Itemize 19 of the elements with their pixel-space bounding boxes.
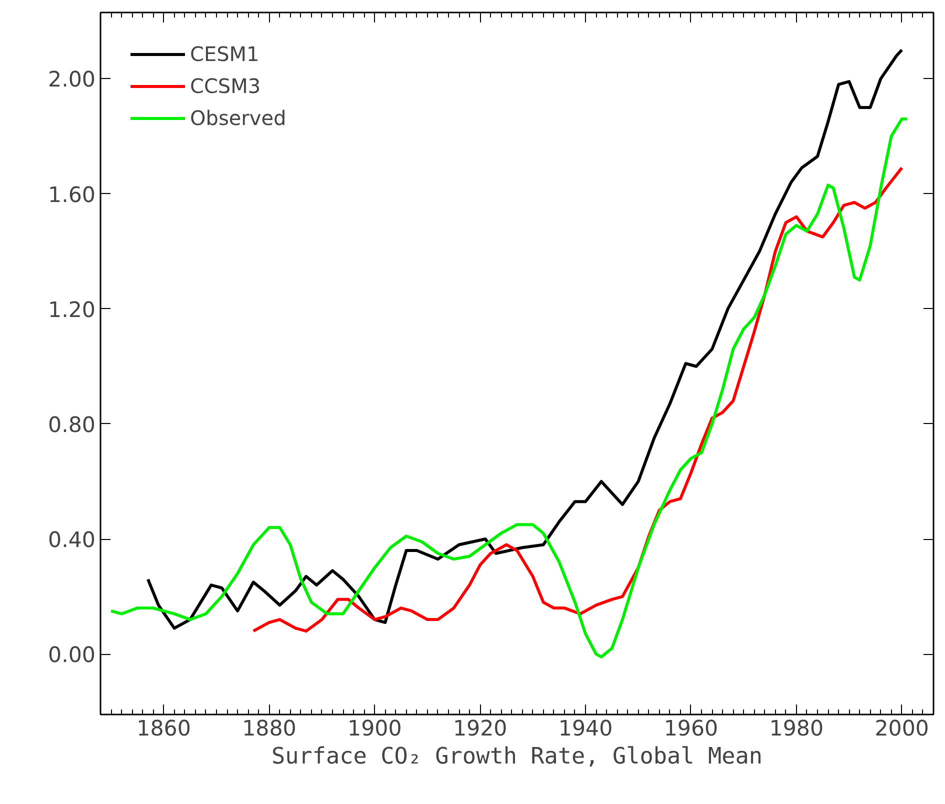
x-tick-label: 1960 [664, 716, 718, 742]
x-tick-label: 1860 [136, 716, 191, 742]
x-axis-title: Surface CO₂ Growth Rate, Global Mean [271, 744, 763, 770]
x-tick-label: 1980 [769, 716, 824, 742]
y-tick-label: 1.20 [48, 298, 96, 323]
x-tick-label: 2000 [874, 716, 930, 742]
x-tick-label: 1920 [452, 716, 508, 742]
y-tick-label: 1.60 [48, 182, 96, 208]
legend-label: CCSM3 [190, 74, 261, 98]
legend-label: Observed [190, 106, 286, 130]
x-tick-label: 1900 [348, 716, 402, 742]
x-tick-label: 1880 [242, 716, 296, 742]
y-tick-label: 0.40 [48, 528, 96, 553]
y-tick-label: 0.00 [48, 643, 96, 668]
line-series [146, 48, 904, 630]
y-tick-label: 0.80 [48, 412, 96, 438]
legend-label: CESM1 [190, 42, 260, 66]
x-tick-label: 1940 [558, 716, 613, 742]
y-tick-label: 2.00 [48, 68, 96, 93]
